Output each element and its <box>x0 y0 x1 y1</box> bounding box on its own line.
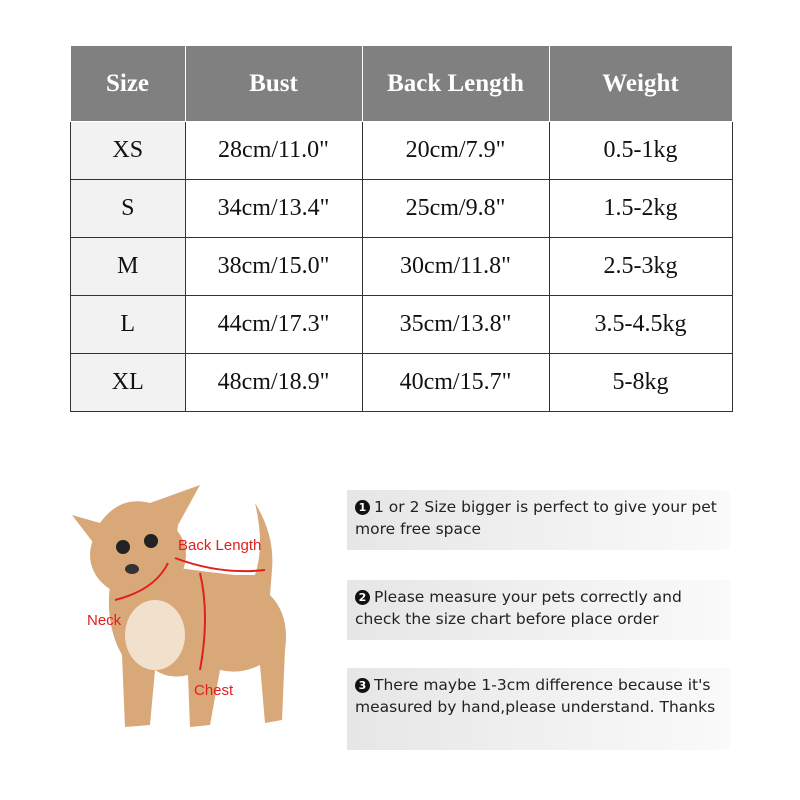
table-row: S 34cm/13.4" 25cm/9.8" 1.5-2kg <box>70 179 733 238</box>
dog-illustration <box>72 485 286 727</box>
table-row: L 44cm/17.3" 35cm/13.8" 3.5-4.5kg <box>70 295 733 354</box>
header-weight: Weight <box>549 45 733 122</box>
dog-measurement-diagram: Back Length Neck Chest <box>72 485 286 727</box>
cell-back-length: 35cm/13.8" <box>361 295 550 354</box>
table-row: XL 48cm/18.9" 40cm/15.7" 5-8kg <box>70 353 733 412</box>
table-row: M 38cm/15.0" 30cm/11.8" 2.5-3kg <box>70 237 733 296</box>
header-size: Size <box>70 45 186 122</box>
cell-bust: 38cm/15.0" <box>184 237 363 296</box>
cell-size: L <box>70 295 186 354</box>
header-bust: Bust <box>185 45 363 122</box>
cell-weight: 3.5-4.5kg <box>548 295 733 354</box>
cell-size: XL <box>70 353 186 412</box>
table-header-row: Size Bust Back Length Weight <box>70 45 733 122</box>
size-chart-table: Size Bust Back Length Weight XS 28cm/11.0… <box>70 45 733 412</box>
note-3: 3 There maybe 1-3cm difference because it… <box>347 668 730 750</box>
note-text: Please measure your pets correctly and c… <box>355 588 682 628</box>
cell-bust: 28cm/11.0" <box>184 121 363 180</box>
note-2: 2 Please measure your pets correctly and … <box>347 580 730 640</box>
cell-size: S <box>70 179 186 238</box>
cell-weight: 2.5-3kg <box>548 237 733 296</box>
cell-back-length: 30cm/11.8" <box>361 237 550 296</box>
cell-back-length: 40cm/15.7" <box>361 353 550 412</box>
label-back-length: Back Length <box>178 537 261 554</box>
cell-weight: 0.5-1kg <box>548 121 733 180</box>
label-neck: Neck <box>87 612 122 629</box>
number-1-icon: 1 <box>355 500 370 515</box>
label-chest: Chest <box>194 682 234 699</box>
cell-weight: 1.5-2kg <box>548 179 733 238</box>
cell-bust: 48cm/18.9" <box>184 353 363 412</box>
number-3-icon: 3 <box>355 678 370 693</box>
cell-back-length: 25cm/9.8" <box>361 179 550 238</box>
cell-size: M <box>70 237 186 296</box>
number-2-icon: 2 <box>355 590 370 605</box>
table-row: XS 28cm/11.0" 20cm/7.9" 0.5-1kg <box>70 121 733 180</box>
note-text: There maybe 1-3cm difference because it'… <box>355 676 716 716</box>
cell-bust: 44cm/17.3" <box>184 295 363 354</box>
cell-weight: 5-8kg <box>548 353 733 412</box>
cell-back-length: 20cm/7.9" <box>361 121 550 180</box>
cell-size: XS <box>70 121 186 180</box>
note-text: 1 or 2 Size bigger is perfect to give yo… <box>355 498 717 538</box>
cell-bust: 34cm/13.4" <box>184 179 363 238</box>
header-back-length: Back Length <box>362 45 550 122</box>
